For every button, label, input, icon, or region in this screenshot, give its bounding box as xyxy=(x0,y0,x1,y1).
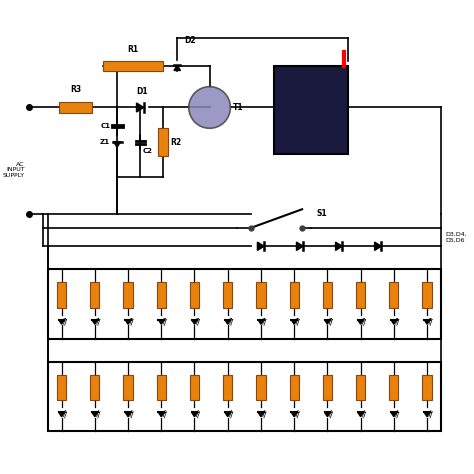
Bar xyxy=(356,374,365,400)
Bar xyxy=(57,282,66,308)
Bar xyxy=(156,282,166,308)
Polygon shape xyxy=(59,320,64,324)
Bar xyxy=(274,66,348,154)
Polygon shape xyxy=(424,412,430,417)
Polygon shape xyxy=(391,320,397,324)
Bar xyxy=(422,374,432,400)
Bar xyxy=(323,374,332,400)
Polygon shape xyxy=(374,242,381,250)
Bar xyxy=(90,374,100,400)
Polygon shape xyxy=(92,412,98,417)
Polygon shape xyxy=(125,320,131,324)
Text: D3,D4,
D5,D6: D3,D4, D5,D6 xyxy=(446,232,467,242)
Bar xyxy=(356,282,365,308)
Polygon shape xyxy=(191,320,197,324)
Polygon shape xyxy=(158,412,164,417)
Bar xyxy=(256,282,265,308)
Bar xyxy=(422,282,432,308)
Text: C2: C2 xyxy=(143,148,153,155)
Bar xyxy=(48,269,441,339)
Polygon shape xyxy=(114,142,121,147)
Polygon shape xyxy=(292,320,297,324)
Bar xyxy=(156,374,166,400)
Bar xyxy=(57,374,66,400)
Text: C1: C1 xyxy=(100,123,110,129)
Polygon shape xyxy=(59,412,64,417)
Bar xyxy=(290,282,299,308)
Text: R2: R2 xyxy=(170,137,182,146)
Polygon shape xyxy=(258,320,264,324)
Text: S1: S1 xyxy=(316,210,327,219)
Bar xyxy=(389,282,399,308)
Polygon shape xyxy=(191,412,197,417)
Text: Z1: Z1 xyxy=(100,139,110,145)
Bar xyxy=(190,282,199,308)
Polygon shape xyxy=(424,320,430,324)
Bar xyxy=(389,374,399,400)
Polygon shape xyxy=(325,412,330,417)
Bar xyxy=(223,374,232,400)
Bar xyxy=(59,102,91,112)
Polygon shape xyxy=(296,242,303,250)
Bar xyxy=(190,374,199,400)
Bar xyxy=(103,61,164,71)
Polygon shape xyxy=(92,320,98,324)
Polygon shape xyxy=(158,320,164,324)
Text: R1: R1 xyxy=(128,45,139,54)
Bar xyxy=(48,362,441,431)
Polygon shape xyxy=(258,412,264,417)
Polygon shape xyxy=(174,65,181,71)
Polygon shape xyxy=(358,320,364,324)
Bar xyxy=(90,282,100,308)
Text: D1: D1 xyxy=(137,87,148,96)
Text: AC
INPUT
SUPPLY: AC INPUT SUPPLY xyxy=(2,162,25,178)
Bar xyxy=(323,282,332,308)
Bar xyxy=(123,282,133,308)
Polygon shape xyxy=(225,320,230,324)
Polygon shape xyxy=(336,242,342,250)
Polygon shape xyxy=(358,412,364,417)
Polygon shape xyxy=(325,320,330,324)
Polygon shape xyxy=(125,412,131,417)
Polygon shape xyxy=(137,103,144,112)
Bar xyxy=(123,374,133,400)
Bar xyxy=(158,128,168,156)
Text: R3: R3 xyxy=(70,84,81,93)
Polygon shape xyxy=(391,412,397,417)
Circle shape xyxy=(189,87,230,128)
Bar xyxy=(223,282,232,308)
Polygon shape xyxy=(292,412,297,417)
Bar xyxy=(290,374,299,400)
Bar xyxy=(256,374,265,400)
Text: D2: D2 xyxy=(184,36,196,45)
Polygon shape xyxy=(257,242,264,250)
Text: T1: T1 xyxy=(233,103,243,112)
Polygon shape xyxy=(225,412,230,417)
